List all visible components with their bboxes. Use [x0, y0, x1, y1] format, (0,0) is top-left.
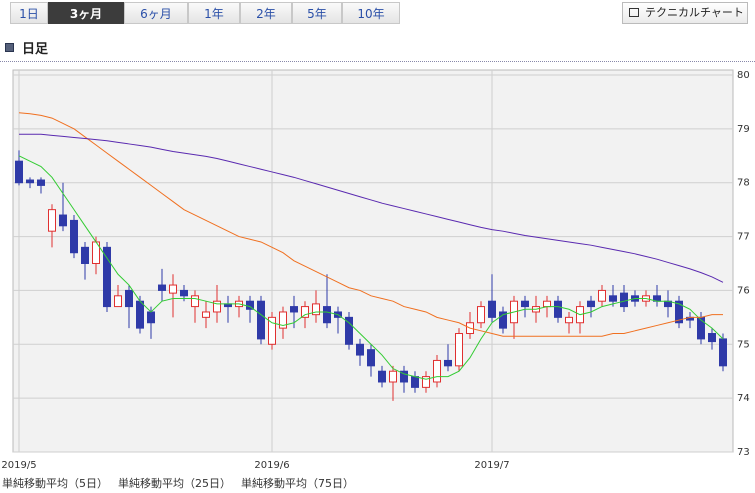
candle-body [37, 179, 45, 186]
candle-body [147, 311, 155, 324]
y-tick-label: 80 [737, 70, 750, 81]
candle-body [345, 316, 353, 345]
candle-body [114, 295, 122, 308]
candle-body [356, 343, 364, 356]
candle-body [169, 284, 177, 294]
technical-chart-button[interactable]: テクニカルチャート [622, 2, 748, 24]
tab[interactable]: 5年 [292, 2, 342, 24]
candle-body [477, 306, 485, 324]
candle-body [312, 303, 320, 316]
x-tick-label: 2019/6 [254, 460, 289, 471]
candle-body [499, 311, 507, 329]
moving-average-line [18, 112, 723, 337]
y-tick-label: 76 [737, 285, 750, 296]
tab[interactable]: 2年 [240, 2, 292, 24]
section-title: 日足 [22, 42, 49, 57]
y-tick-label: 73 [737, 447, 750, 458]
candle-body [81, 246, 89, 264]
tab[interactable]: 3ヶ月 [48, 2, 124, 24]
candle-body [59, 214, 67, 227]
candle-body [543, 300, 551, 308]
tab[interactable]: 1日 [10, 2, 48, 24]
candle-body [323, 306, 331, 324]
candle-body [488, 300, 496, 318]
tab[interactable]: 10年 [342, 2, 400, 24]
legend-entry: 単純移動平均（5日） [2, 476, 108, 490]
section-icon [5, 43, 14, 52]
candle-body [26, 179, 34, 184]
candle-body [400, 370, 408, 383]
candle-body [268, 316, 276, 345]
candle-body [521, 300, 529, 308]
tab[interactable]: 1年 [188, 2, 240, 24]
candle-body [587, 300, 595, 308]
x-tick-label: 2019/5 [1, 460, 36, 471]
candle-body [202, 311, 210, 318]
candle-body [411, 376, 419, 388]
candle-body [598, 289, 606, 302]
legend-entry: 単純移動平均（75日） [241, 476, 354, 490]
candle-body [565, 316, 573, 324]
y-tick-label: 78 [737, 178, 750, 189]
candle-body [48, 209, 56, 232]
candle-body [279, 311, 287, 329]
candle-body [719, 338, 727, 367]
moving-average-line [19, 133, 724, 283]
candle-body [103, 246, 111, 308]
candle-body [389, 370, 397, 383]
moving-average-line [18, 155, 724, 380]
separator [0, 61, 755, 62]
candle-body [609, 295, 617, 302]
tab[interactable]: 6ヶ月 [124, 2, 188, 24]
candle-body [455, 333, 463, 367]
candle-body [136, 300, 144, 329]
y-tick-label: 74 [737, 393, 750, 404]
y-tick-label: 77 [737, 232, 750, 243]
candle-body [708, 333, 716, 343]
candle-body [70, 219, 78, 254]
candle-body [158, 284, 166, 291]
y-tick-label: 75 [737, 339, 750, 350]
candle-body [367, 349, 375, 367]
y-tick-label: 79 [737, 124, 750, 135]
button-label: テクニカルチャート [645, 6, 744, 19]
candle-body [444, 359, 452, 367]
candle-body [301, 306, 309, 318]
candle-body [15, 160, 23, 184]
candle-body [620, 292, 628, 308]
candle-body [675, 300, 683, 324]
candle-body [213, 300, 221, 313]
candle-body [191, 295, 199, 308]
plot-area [12, 69, 734, 453]
candle-body [554, 300, 562, 318]
candle-body [180, 289, 188, 297]
legend-entry: 単純移動平均（25日） [118, 476, 231, 490]
candle-body [378, 370, 386, 383]
x-tick-label: 2019/7 [474, 460, 509, 471]
button-icon [629, 8, 639, 17]
candle-body [433, 359, 441, 383]
candle-body [257, 300, 265, 340]
candle-body [125, 289, 133, 308]
candle-body [290, 306, 298, 313]
candle-body [422, 376, 430, 388]
